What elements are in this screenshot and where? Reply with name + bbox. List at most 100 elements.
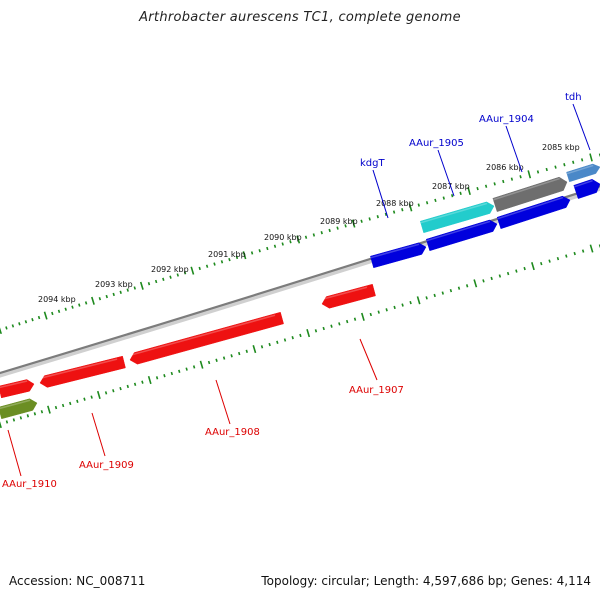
topology-text: Topology: circular; Length: 4,597,686 bp… xyxy=(261,574,591,588)
kbp-label: 2086 kbp xyxy=(486,163,524,172)
outer-tick xyxy=(105,294,108,299)
gene-AAur_1910-shade xyxy=(0,380,28,389)
outer-tick xyxy=(273,244,277,248)
inner-tick xyxy=(61,403,65,408)
inner-tick xyxy=(222,356,226,360)
gene-blue-4-shade xyxy=(574,179,593,188)
outer-tick xyxy=(351,219,356,228)
gene-AAur_1904-shade xyxy=(493,177,560,201)
inner-tick xyxy=(147,375,152,385)
inner-tick xyxy=(465,284,469,288)
inner-tick xyxy=(163,374,166,378)
outer-tick xyxy=(392,210,396,214)
gene-AAur_1908[interactable] xyxy=(129,311,284,365)
gene-blue-2-shade xyxy=(426,220,491,242)
outer-tick xyxy=(64,307,67,311)
outer-tick xyxy=(57,309,61,314)
outer-tick xyxy=(147,282,151,286)
inner-tick xyxy=(515,269,518,273)
inner-tick xyxy=(449,288,453,293)
outer-tick xyxy=(190,266,195,275)
outer-tick xyxy=(476,186,479,191)
outer-tick xyxy=(112,292,115,297)
inner-tick xyxy=(170,371,174,376)
gene-label: AAur_1904 xyxy=(479,114,534,125)
inner-tick xyxy=(83,397,86,401)
outer-tick xyxy=(183,271,187,275)
inner-tick xyxy=(207,360,211,365)
gene-kdgT-shade xyxy=(370,243,420,259)
outer-tick xyxy=(250,251,254,255)
kbp-label: 2090 kbp xyxy=(264,233,302,242)
outer-tick xyxy=(484,184,488,188)
gene-blue-3-shade xyxy=(497,196,564,220)
outer-tick xyxy=(18,322,21,326)
gene-tdh[interactable] xyxy=(566,163,600,183)
outer-tick xyxy=(376,215,379,219)
inner-tick xyxy=(12,418,16,422)
gene-AAur_1905[interactable] xyxy=(420,201,495,234)
gene-olive[interactable] xyxy=(0,398,38,420)
kbp-label: 2094 kbp xyxy=(38,295,76,304)
inner-tick xyxy=(283,338,287,342)
inner-tick xyxy=(90,395,93,399)
gene-label: kdgT xyxy=(360,158,385,169)
outer-tick xyxy=(502,179,505,184)
map-title: Arthrobacter aurescens TC1, complete gen… xyxy=(139,10,461,25)
gene-AAur_1905-shade xyxy=(420,202,488,224)
gene-AAur_1910[interactable] xyxy=(0,379,35,399)
outer-tick xyxy=(119,290,122,294)
inner-tick xyxy=(482,279,485,283)
outer-tick xyxy=(162,277,165,282)
gene-AAur_1907[interactable] xyxy=(321,283,376,309)
inner-tick xyxy=(230,354,233,358)
inner-tick xyxy=(26,414,30,418)
outer-tick xyxy=(336,226,339,230)
outer-tick xyxy=(242,251,247,260)
gene-AAur_1908-shade xyxy=(128,314,276,357)
outer-tick xyxy=(154,279,158,284)
gene-kdgT[interactable] xyxy=(370,242,427,269)
inner-tick xyxy=(322,326,325,331)
gene-label: AAur_1905 xyxy=(409,138,464,149)
outer-tick xyxy=(126,288,129,292)
outer-tick xyxy=(344,224,347,228)
outer-tick xyxy=(572,160,575,164)
outer-tick xyxy=(139,281,144,290)
inner-tick xyxy=(47,405,51,414)
gene-tdh-shade xyxy=(566,164,594,175)
inner-tick xyxy=(299,333,302,338)
kbp-label: 2089 kbp xyxy=(320,217,358,226)
gene-label: AAur_1909 xyxy=(79,460,134,471)
inner-tick xyxy=(155,376,159,380)
inner-tick xyxy=(330,324,333,328)
kbp-label: 2085 kbp xyxy=(542,143,580,152)
outer-tick xyxy=(408,203,413,212)
gene-AAur_1904[interactable] xyxy=(492,176,568,212)
outer-tick xyxy=(360,219,363,223)
inner-tick xyxy=(498,274,502,278)
inner-tick xyxy=(345,319,349,324)
inner-tick xyxy=(5,420,9,424)
gene-blue-4[interactable] xyxy=(573,178,600,199)
inner-tick xyxy=(252,345,257,354)
gene-AAur_1909[interactable] xyxy=(39,355,126,388)
outer-tick-track xyxy=(0,153,600,335)
label-connector xyxy=(572,103,591,151)
gene-blue-3[interactable] xyxy=(496,195,571,230)
inner-tick xyxy=(548,259,551,263)
inner-tick xyxy=(573,251,576,256)
inner-tick-track xyxy=(0,244,600,429)
inner-tick xyxy=(76,399,79,403)
gene-blue-2[interactable] xyxy=(425,219,498,252)
inner-tick xyxy=(409,300,412,305)
outer-tick xyxy=(519,175,522,179)
outer-tick xyxy=(31,318,34,322)
outer-tick xyxy=(5,326,8,330)
inner-tick xyxy=(112,389,115,393)
outer-tick xyxy=(220,260,224,264)
inner-tick xyxy=(433,293,436,298)
outer-tick xyxy=(37,315,41,320)
inner-tick xyxy=(441,291,444,295)
outer-tick xyxy=(545,167,548,172)
